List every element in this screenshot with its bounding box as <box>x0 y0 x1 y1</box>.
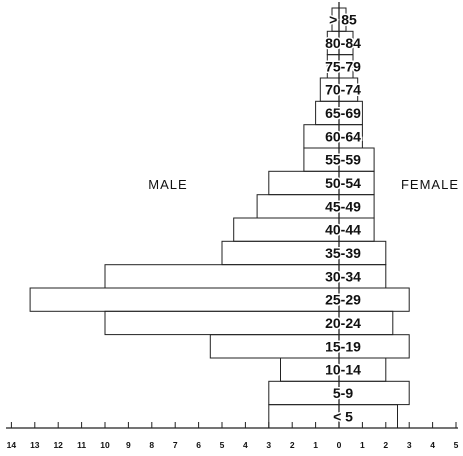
male-tick-label: 8 <box>149 440 154 450</box>
age-group-label: 5-9 <box>333 385 353 401</box>
male-bar <box>104 310 340 336</box>
male-tick-label: 1 <box>313 440 318 450</box>
male-bar <box>268 404 340 429</box>
age-group-label: 15-19 <box>325 338 361 354</box>
male-bar <box>104 264 340 289</box>
male-tick-label: 0 <box>337 440 342 450</box>
male-tick-label: 13 <box>30 440 40 450</box>
age-group-label: 60-64 <box>325 128 361 144</box>
male-bar <box>209 334 340 359</box>
male-tick-label: 11 <box>77 440 86 450</box>
age-group-label: < 5 <box>333 408 353 424</box>
age-group-label: 70-74 <box>325 82 361 98</box>
age-group-label: 65-69 <box>325 105 361 121</box>
male-bar <box>29 287 340 312</box>
female-tick-label: 3 <box>407 440 412 450</box>
axes-layer: 14 13 12 11 10 9 8 7 6 5 4 3 2 1 0 1 2 3 4 5 <box>6 2 459 450</box>
age-group-label: 20-24 <box>325 315 361 331</box>
age-group-label: 45-49 <box>325 198 361 214</box>
age-group-label: 35-39 <box>325 245 361 261</box>
age-group-label: 40-44 <box>325 222 361 238</box>
male-series-label: MALE <box>148 177 187 192</box>
age-group-label: 80-84 <box>325 35 361 51</box>
female-tick-label: 5 <box>454 440 459 450</box>
labels-layer: < 5 5-9 10-14 15-19 20-24 25-29 30-34 35-39 40-4… <box>324 10 363 426</box>
male-tick-label: 4 <box>243 440 248 450</box>
male-bar <box>221 240 340 266</box>
male-tick-label: 6 <box>196 440 201 450</box>
female-series-label: FEMALE <box>401 177 459 192</box>
male-tick-label: 5 <box>220 440 225 450</box>
age-group-label: 75-79 <box>325 58 361 74</box>
male-tick-label: 10 <box>100 440 110 450</box>
male-tick-label: 14 <box>7 440 17 450</box>
male-tick-label: 9 <box>126 440 131 450</box>
age-group-label: 25-29 <box>325 292 361 308</box>
male-tick-label: 12 <box>53 440 63 450</box>
female-tick-label: 4 <box>430 440 435 450</box>
age-group-label: 30-34 <box>325 268 361 284</box>
female-tick-label: 1 <box>360 440 365 450</box>
age-group-label: 55-59 <box>325 152 361 168</box>
age-group-label: 50-54 <box>325 175 361 191</box>
male-bar <box>233 217 340 242</box>
age-group-label: > 85 <box>329 12 357 28</box>
male-bar <box>268 380 340 406</box>
female-tick-label: 2 <box>383 440 388 450</box>
male-tick-label: 7 <box>173 440 178 450</box>
male-tick-label: 3 <box>266 440 271 450</box>
age-group-label: 10-14 <box>325 362 361 378</box>
male-tick-label: 2 <box>290 440 295 450</box>
